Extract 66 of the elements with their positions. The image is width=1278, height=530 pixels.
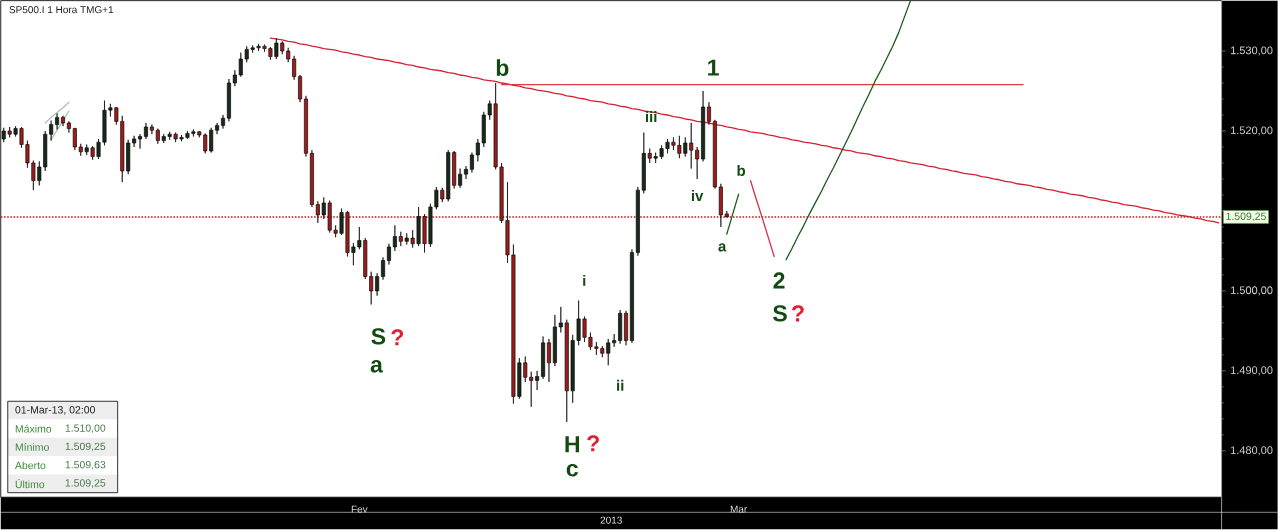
annotation: 1.509,25: [65, 442, 106, 452]
candlestick: [541, 336, 546, 380]
candlestick: [707, 102, 711, 126]
candlestick: [458, 168, 463, 189]
x-tick-label: Mar: [730, 505, 748, 513]
candlestick: [392, 225, 397, 252]
candlestick: [149, 124, 154, 135]
line-series: [50, 110, 70, 141]
annotation: Aberto: [14, 461, 46, 470]
annotation: 1.509,25: [65, 479, 106, 489]
candlestick: [221, 114, 225, 130]
candlestick: [55, 113, 60, 130]
candlestick: [138, 134, 143, 150]
candlestick: [66, 121, 71, 134]
chart-title: SP500.I 1 Hora TMG+1: [9, 6, 114, 14]
candlestick: [624, 310, 629, 346]
candlestick: [381, 257, 386, 281]
y-tick-label: 1.500,00: [1231, 286, 1273, 296]
candlestick: [546, 338, 551, 383]
y-tick-label: 1.490,00: [1231, 366, 1273, 376]
annotation: Máximo: [15, 425, 52, 433]
candlestick: [61, 115, 65, 127]
candlestick: [712, 119, 717, 190]
candlestick: [629, 249, 634, 344]
candlestick: [469, 152, 474, 174]
annotation: H: [565, 436, 579, 453]
annotation: Mínimo: [15, 443, 49, 452]
x-tick-label: Fev: [351, 505, 368, 513]
candlestick: [375, 273, 380, 297]
annotation: 01-Mar-13, 02:00: [15, 406, 95, 415]
annotation: 2: [773, 272, 785, 289]
candlestick: [701, 90, 706, 162]
ref-line-label: 1.509,25: [1226, 212, 1266, 222]
x-axis-title: 2013: [600, 516, 622, 524]
annotation: ?: [587, 435, 599, 452]
annotation: b: [496, 59, 509, 77]
annotation: i: [583, 275, 586, 287]
annotation: 1: [708, 59, 719, 76]
annotation: ii: [617, 380, 624, 391]
candlestick: [464, 166, 468, 180]
candlestick: [618, 309, 623, 345]
y-tick-label: 1.520,00: [1231, 126, 1273, 136]
annotation: iv: [691, 190, 704, 202]
candlestick: [309, 150, 314, 208]
annotation: 1.509,63: [65, 461, 106, 470]
annotation: ?: [792, 305, 804, 322]
y-tick-label: 1.480,00: [1231, 446, 1273, 456]
annotation: b: [737, 165, 746, 177]
annotation: Último: [15, 479, 45, 489]
annotation: iii: [645, 111, 657, 123]
y-tick-label: 1.530,00: [1231, 46, 1273, 56]
annotation: a: [370, 360, 383, 373]
candlestick: [552, 314, 557, 367]
candlestick: [303, 95, 308, 158]
candlestick: [143, 122, 148, 140]
candlestick: [226, 78, 231, 122]
annotation: c: [566, 464, 578, 477]
annotation: S: [371, 328, 386, 345]
annotation: a: [718, 243, 727, 252]
candlestick: [298, 74, 303, 103]
candlestick: [132, 135, 137, 148]
annotation: 1.510,00: [65, 424, 106, 434]
annotation: ?: [391, 329, 404, 346]
annotation: S: [773, 305, 787, 322]
candlestick: [215, 122, 220, 135]
candlestick: [386, 243, 391, 266]
